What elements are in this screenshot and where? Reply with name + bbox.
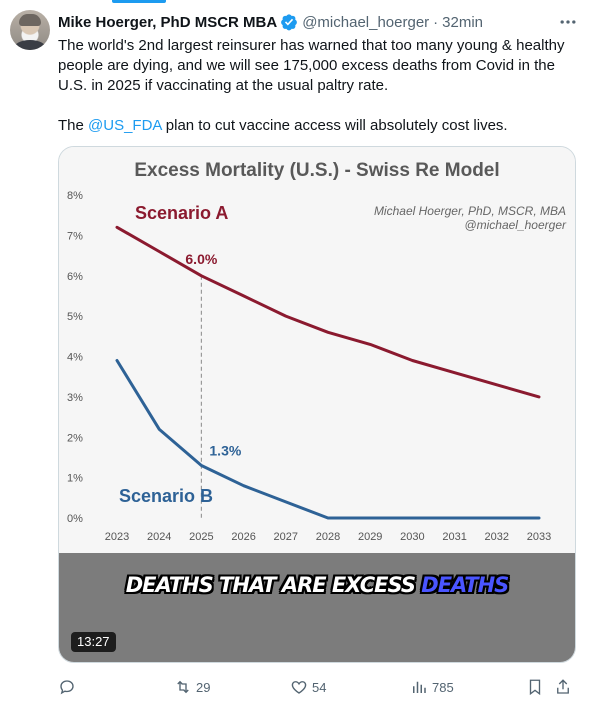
video-media[interactable]: Excess Mortality (U.S.) - Swiss Re Model…: [58, 146, 576, 663]
y-tick-label: 1%: [67, 473, 83, 485]
bookmark-icon: [529, 679, 541, 696]
y-tick-label: 2%: [67, 432, 83, 444]
verified-badge-icon: [281, 14, 298, 31]
y-tick-label: 4%: [67, 352, 83, 364]
tab-indicator: [112, 0, 166, 3]
series-label-scenario-a: Scenario A: [135, 203, 228, 223]
separator-dot: ·: [433, 13, 439, 31]
avatar[interactable]: [10, 10, 50, 50]
tweet-text-before-mention: The: [58, 117, 89, 134]
views-button[interactable]: 785: [410, 676, 454, 698]
x-tick-label: 2029: [358, 531, 382, 543]
post-time[interactable]: 32min: [442, 13, 484, 31]
heart-icon: [291, 681, 307, 694]
x-tick-label: 2032: [485, 531, 509, 543]
retweet-button[interactable]: 29: [174, 676, 210, 698]
action-bar: 29 54 785: [58, 676, 578, 698]
data-label-scenario-a: 6.0%: [185, 251, 217, 267]
chart-title: Excess Mortality (U.S.) - Swiss Re Model: [134, 160, 499, 181]
excess-mortality-chart: Excess Mortality (U.S.) - Swiss Re Model…: [67, 160, 567, 543]
y-tick-label: 0%: [67, 513, 83, 525]
x-tick-label: 2025: [189, 531, 213, 543]
video-duration: 13:27: [71, 632, 116, 652]
bookmark-button[interactable]: [526, 676, 544, 698]
tweet-paragraph-1: The world's 2nd largest reinsurer has wa…: [58, 37, 565, 94]
video-caption: DEATHS THAT ARE EXCESS DEATHS: [59, 573, 575, 597]
tweet-paragraph-2: The @US_FDA plan to cut vaccine access w…: [58, 116, 578, 136]
caption-highlight: DEATHS: [421, 573, 509, 597]
author-handle[interactable]: @michael_hoerger: [302, 13, 430, 31]
author-name[interactable]: Mike Hoerger, PhD MSCR MBA: [58, 13, 278, 31]
series-line-scenario-a: [115, 225, 541, 399]
x-tick-label: 2026: [231, 531, 255, 543]
avatar-shirt: [14, 40, 46, 50]
y-tick-label: 3%: [67, 392, 83, 404]
retweet-count: 29: [196, 679, 211, 695]
data-label-scenario-b: 1.3%: [209, 443, 241, 459]
series-line-scenario-b: [115, 359, 541, 520]
video-overlay-band: [59, 553, 575, 662]
y-tick-label: 6%: [67, 271, 83, 283]
share-button[interactable]: [554, 676, 572, 698]
caption-text: DEATHS THAT ARE EXCESS: [125, 573, 422, 597]
x-tick-label: 2023: [105, 531, 129, 543]
retweet-icon: [177, 680, 189, 694]
chart-content: 0% 1% 2% 3% 4% 5% 6% 7% 8% 2023 2024 2025 2026 2027 20…: [67, 190, 551, 543]
reply-button[interactable]: [58, 676, 76, 698]
chart-watermark-handle: @michael_hoerger: [464, 218, 567, 232]
like-button[interactable]: 54: [290, 676, 326, 698]
avatar-hair: [19, 14, 41, 26]
x-tick-label: 2031: [442, 531, 466, 543]
chart-frame: Excess Mortality (U.S.) - Swiss Re Model…: [59, 147, 575, 553]
tweet-header: Mike Hoerger, PhD MSCR MBA @michael_hoer…: [58, 12, 483, 32]
views-icon: [413, 681, 426, 693]
tweet-text-after-mention: plan to cut vaccine access will absolute…: [161, 117, 508, 134]
x-tick-label: 2030: [400, 531, 424, 543]
tweet-text: The world's 2nd largest reinsurer has wa…: [58, 36, 578, 156]
reply-icon: [60, 680, 74, 695]
more-options-icon[interactable]: [558, 12, 578, 32]
x-tick-label: 2028: [316, 531, 340, 543]
x-tick-label: 2027: [274, 531, 298, 543]
mention-link[interactable]: @US_FDA: [88, 117, 162, 134]
chart-watermark-name: Michael Hoerger, PhD, MSCR, MBA: [374, 204, 566, 218]
x-tick-label: 2033: [527, 531, 551, 543]
share-icon: [557, 679, 569, 694]
like-count: 54: [312, 679, 327, 695]
y-tick-label: 7%: [67, 230, 83, 242]
series-label-scenario-b: Scenario B: [119, 486, 213, 506]
y-tick-label: 5%: [67, 311, 83, 323]
views-count: 785: [432, 679, 454, 695]
y-tick-label: 8%: [67, 190, 83, 202]
x-tick-label: 2024: [147, 531, 171, 543]
